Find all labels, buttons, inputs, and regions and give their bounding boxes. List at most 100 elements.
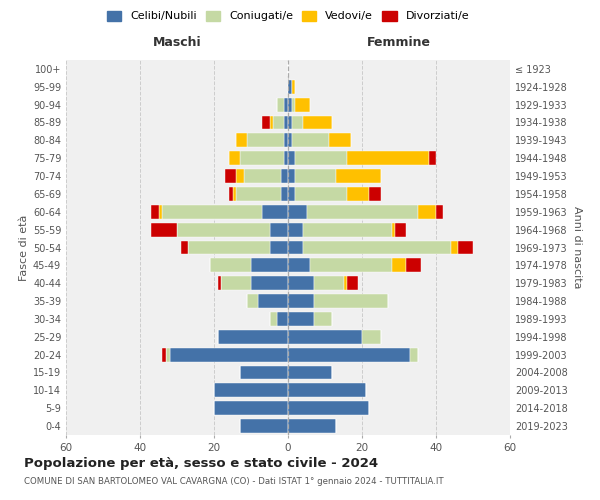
Bar: [362, 330, 380, 344]
Legend: Celibi/Nubili, Coniugati/e, Vedovi/e, Divorziati/e: Celibi/Nubili, Coniugati/e, Vedovi/e, Di…: [107, 10, 469, 22]
Bar: [343, 276, 347, 290]
Bar: [310, 258, 392, 272]
Bar: [303, 222, 392, 236]
Bar: [292, 116, 303, 130]
Bar: [221, 276, 251, 290]
Y-axis label: Fasce di età: Fasce di età: [19, 214, 29, 280]
Bar: [229, 187, 233, 201]
Bar: [288, 98, 292, 112]
Bar: [281, 169, 288, 183]
Bar: [273, 116, 284, 130]
Bar: [329, 134, 351, 147]
Bar: [295, 169, 336, 183]
Bar: [288, 187, 295, 201]
Bar: [347, 276, 358, 290]
Bar: [314, 312, 332, 326]
Bar: [236, 169, 244, 183]
Bar: [233, 187, 236, 201]
Bar: [269, 312, 277, 326]
Bar: [288, 330, 362, 344]
Bar: [458, 240, 473, 254]
Bar: [244, 169, 281, 183]
Bar: [170, 348, 288, 362]
Bar: [288, 169, 295, 183]
Bar: [218, 276, 221, 290]
Bar: [277, 312, 288, 326]
Bar: [392, 258, 406, 272]
Bar: [451, 240, 458, 254]
Bar: [295, 98, 310, 112]
Bar: [281, 187, 288, 201]
Bar: [428, 151, 436, 165]
Bar: [288, 276, 314, 290]
Y-axis label: Anni di nascita: Anni di nascita: [572, 206, 581, 289]
Bar: [288, 312, 314, 326]
Bar: [295, 151, 347, 165]
Bar: [314, 276, 343, 290]
Bar: [177, 222, 269, 236]
Bar: [162, 205, 262, 219]
Bar: [288, 205, 307, 219]
Bar: [288, 419, 336, 433]
Bar: [436, 205, 443, 219]
Bar: [288, 222, 303, 236]
Bar: [288, 134, 292, 147]
Bar: [218, 330, 288, 344]
Bar: [240, 366, 288, 380]
Bar: [292, 80, 295, 94]
Bar: [284, 116, 288, 130]
Bar: [240, 419, 288, 433]
Bar: [336, 169, 380, 183]
Bar: [240, 151, 284, 165]
Bar: [288, 151, 295, 165]
Bar: [288, 80, 292, 94]
Bar: [269, 116, 273, 130]
Bar: [288, 240, 303, 254]
Bar: [225, 169, 236, 183]
Text: Femmine: Femmine: [367, 36, 431, 50]
Bar: [284, 134, 288, 147]
Bar: [303, 116, 332, 130]
Bar: [262, 205, 288, 219]
Bar: [303, 240, 451, 254]
Text: COMUNE DI SAN BARTOLOMEO VAL CAVARGNA (CO) - Dati ISTAT 1° gennaio 2024 - TUTTIT: COMUNE DI SAN BARTOLOMEO VAL CAVARGNA (C…: [24, 478, 443, 486]
Bar: [295, 187, 347, 201]
Bar: [284, 151, 288, 165]
Bar: [166, 348, 170, 362]
Bar: [288, 116, 292, 130]
Bar: [229, 151, 240, 165]
Bar: [288, 348, 410, 362]
Bar: [214, 384, 288, 398]
Bar: [210, 258, 251, 272]
Text: Popolazione per età, sesso e stato civile - 2024: Popolazione per età, sesso e stato civil…: [24, 458, 378, 470]
Bar: [288, 384, 366, 398]
Bar: [395, 222, 406, 236]
Bar: [406, 258, 421, 272]
Bar: [269, 222, 288, 236]
Bar: [418, 205, 436, 219]
Bar: [158, 205, 162, 219]
Bar: [370, 187, 380, 201]
Text: Maschi: Maschi: [152, 36, 202, 50]
Bar: [251, 258, 288, 272]
Bar: [288, 294, 314, 308]
Bar: [181, 240, 188, 254]
Bar: [247, 294, 259, 308]
Bar: [277, 98, 284, 112]
Bar: [214, 401, 288, 415]
Bar: [307, 205, 418, 219]
Bar: [288, 401, 370, 415]
Bar: [392, 222, 395, 236]
Bar: [262, 116, 269, 130]
Bar: [188, 240, 269, 254]
Bar: [151, 222, 177, 236]
Bar: [288, 366, 332, 380]
Bar: [347, 151, 428, 165]
Bar: [247, 134, 284, 147]
Bar: [292, 134, 329, 147]
Bar: [347, 187, 370, 201]
Bar: [151, 205, 158, 219]
Bar: [288, 258, 310, 272]
Bar: [236, 187, 281, 201]
Bar: [162, 348, 166, 362]
